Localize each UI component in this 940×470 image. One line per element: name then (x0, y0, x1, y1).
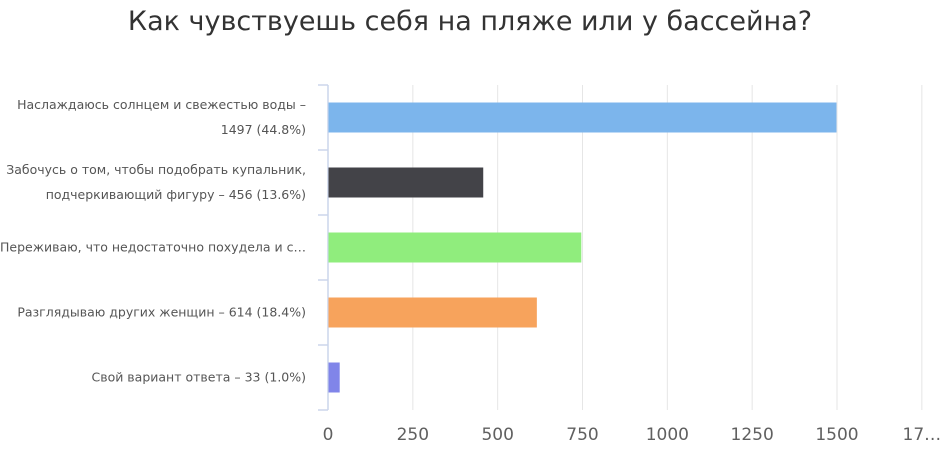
category-label-4-0: Свой вариант ответа – 33 (1.0%) (91, 370, 306, 385)
category-label-1-1: подчеркивающий фигуру – 456 (13.6%) (46, 187, 306, 202)
bar-3[interactable] (328, 297, 537, 328)
category-label-0-1: 1497 (44.8%) (221, 122, 306, 137)
x-tick-label-6: 1500 (815, 425, 858, 445)
x-tick-label-4: 1000 (646, 425, 689, 445)
category-label-0-0: Наслаждаюсь солнцем и свежестью воды – (17, 97, 306, 112)
category-label-3-0: Разглядываю других женщин – 614 (18.4%) (17, 305, 306, 320)
bar-2[interactable] (328, 232, 582, 263)
category-label-2-0: Переживаю, что недостаточно похудела и с… (0, 240, 306, 255)
x-axis-ticks: 0 250 500 750 1000 1250 1500 17… (323, 425, 940, 445)
bar-4[interactable] (328, 362, 340, 393)
x-tick-label-1: 250 (397, 425, 429, 445)
x-tick-label-2: 500 (481, 425, 513, 445)
bars (328, 102, 837, 393)
x-tick-label-3: 750 (566, 425, 598, 445)
category-label-1-0: Забочусь о том, чтобы подобрать купальни… (6, 162, 306, 177)
chart-title: Как чувствуешь себя на пляже или у бассе… (127, 6, 813, 37)
bar-1[interactable] (328, 167, 484, 198)
x-tick-label-5: 1250 (731, 425, 774, 445)
x-tick-label-0: 0 (323, 425, 334, 445)
category-axis (318, 84, 329, 411)
bar-0[interactable] (328, 102, 837, 133)
x-tick-label-7: 17… (903, 425, 940, 445)
category-labels: Наслаждаюсь солнцем и свежестью воды – 14… (0, 97, 306, 385)
